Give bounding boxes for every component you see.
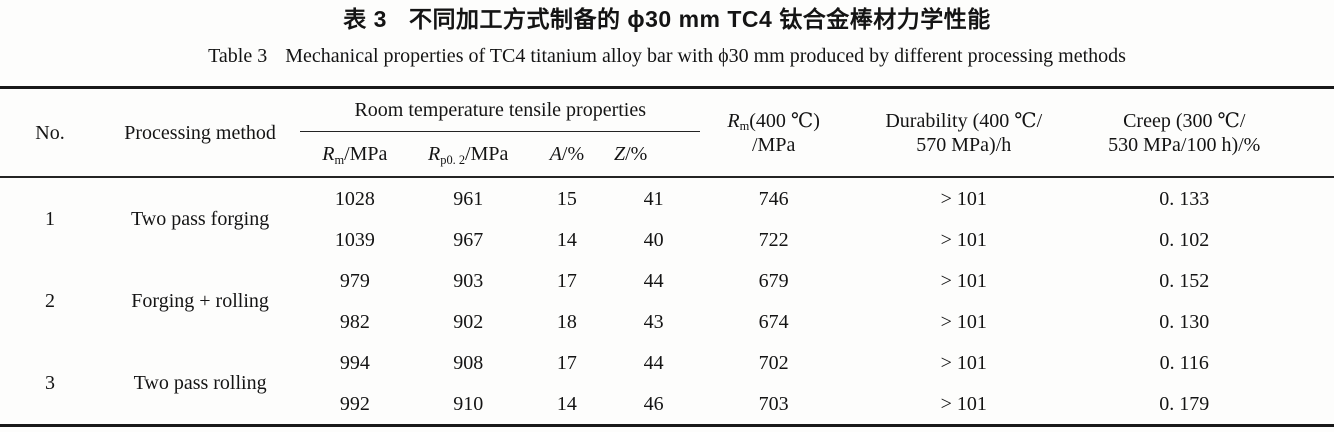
table-row: 992 910 14 46 703 > 101 0. 179 bbox=[0, 383, 1334, 426]
durability-line1: Durability (400 ℃/ bbox=[885, 109, 1043, 132]
table-number-zh: 表 3 bbox=[343, 6, 387, 32]
cell-creep: 0. 102 bbox=[1159, 228, 1210, 251]
rm-subscript: m bbox=[334, 152, 345, 167]
cell-rp02: 910 bbox=[453, 392, 484, 415]
z-unit: /% bbox=[625, 143, 648, 165]
cell-rm: 979 bbox=[339, 269, 370, 292]
cell-rm: 982 bbox=[339, 310, 370, 333]
cell-durability: > 101 bbox=[940, 269, 987, 292]
cell-z: 44 bbox=[643, 269, 664, 292]
table-title-zh: 表 3 不同加工方式制备的 ϕ30 mm TC4 钛合金棒材力学性能 bbox=[0, 4, 1334, 34]
col-header-processing-method: Processing method bbox=[100, 87, 301, 178]
cell-rm400: 746 bbox=[758, 187, 789, 210]
cell-durability: > 101 bbox=[940, 310, 987, 333]
table-title-zh-text: 不同加工方式制备的 ϕ30 mm TC4 钛合金棒材力学性能 bbox=[408, 6, 991, 32]
cell-rm400: 702 bbox=[758, 351, 789, 374]
cell-rp02: 961 bbox=[453, 187, 484, 210]
cell-rm: 1028 bbox=[334, 187, 375, 210]
cell-z: 40 bbox=[643, 228, 664, 251]
a-symbol: A bbox=[549, 143, 562, 165]
cell-z: 41 bbox=[643, 187, 664, 210]
cell-durability: > 101 bbox=[940, 351, 987, 374]
rp02-subscript: p0. 2 bbox=[440, 152, 466, 167]
rm-symbol: R bbox=[322, 143, 335, 165]
rp02-symbol: R bbox=[428, 143, 441, 165]
cell-rm400: 703 bbox=[758, 392, 789, 415]
col-header-no: No. bbox=[0, 87, 101, 178]
cell-durability: > 101 bbox=[940, 228, 987, 251]
cell-processing-method: Two pass rolling bbox=[133, 372, 267, 394]
table-number-en: Table 3 bbox=[208, 45, 268, 67]
table-title-en: Table 3 Mechanical properties of TC4 tita… bbox=[0, 43, 1334, 69]
table-title-en-text: Mechanical properties of TC4 titanium al… bbox=[285, 45, 1126, 67]
cell-a: 17 bbox=[556, 269, 577, 292]
table-row: 3 Two pass rolling 994 908 17 44 702 > 1… bbox=[0, 342, 1334, 395]
col-header-rp02: Rp0. 2/MPa bbox=[409, 131, 527, 178]
cell-creep: 0. 116 bbox=[1159, 351, 1209, 374]
cell-rp02: 967 bbox=[453, 228, 484, 251]
z-symbol: Z bbox=[613, 143, 626, 165]
cell-creep: 0. 133 bbox=[1159, 187, 1210, 210]
col-header-durability: Durability (400 ℃/ 570 MPa)/h bbox=[847, 87, 1081, 178]
cell-creep: 0. 152 bbox=[1159, 269, 1210, 292]
col-header-rt-tensile-group: Room temperature tensile properties bbox=[300, 87, 701, 132]
cell-rm400: 674 bbox=[758, 310, 789, 333]
cell-rp02: 903 bbox=[453, 269, 484, 292]
rm400-unit: /MPa bbox=[752, 133, 796, 156]
rm400-subscript: m bbox=[739, 119, 750, 134]
col-header-z: Z/% bbox=[606, 131, 701, 178]
table-row: 1039 967 14 40 722 > 101 0. 102 bbox=[0, 219, 1334, 260]
table-row: 2 Forging + rolling 979 903 17 44 679 > … bbox=[0, 260, 1334, 313]
cell-no: 3 bbox=[45, 372, 56, 394]
cell-durability: > 101 bbox=[940, 187, 987, 210]
cell-rm: 992 bbox=[339, 392, 370, 415]
cell-no: 2 bbox=[45, 290, 56, 312]
cell-durability: > 101 bbox=[940, 392, 987, 415]
creep-line2: 530 MPa/100 h)/% bbox=[1108, 133, 1261, 156]
table-row: 982 902 18 43 674 > 101 0. 130 bbox=[0, 301, 1334, 342]
durability-line2: 570 MPa)/h bbox=[916, 133, 1012, 156]
cell-a: 15 bbox=[556, 187, 577, 210]
cell-processing-method: Two pass forging bbox=[130, 208, 270, 230]
rm400-condition: (400 ℃) bbox=[749, 109, 820, 132]
col-header-rm: Rm/MPa bbox=[300, 131, 410, 178]
cell-a: 14 bbox=[556, 392, 577, 415]
cell-creep: 0. 179 bbox=[1159, 392, 1210, 415]
col-header-rm-400: Rm(400 ℃) /MPa bbox=[700, 87, 848, 178]
cell-creep: 0. 130 bbox=[1159, 310, 1210, 333]
mechanical-properties-table: No. Processing method Room temperature t… bbox=[0, 86, 1334, 427]
cell-no: 1 bbox=[45, 208, 56, 230]
a-unit: /% bbox=[561, 143, 585, 165]
cell-z: 44 bbox=[643, 351, 664, 374]
cell-rp02: 908 bbox=[453, 351, 484, 374]
rm400-symbol: R bbox=[727, 109, 740, 132]
cell-a: 18 bbox=[556, 310, 577, 333]
cell-a: 17 bbox=[556, 351, 577, 374]
col-header-a: A/% bbox=[526, 131, 607, 178]
col-header-creep: Creep (300 ℃/ 530 MPa/100 h)/% bbox=[1080, 87, 1334, 178]
cell-z: 43 bbox=[643, 310, 664, 333]
cell-rm400: 679 bbox=[758, 269, 789, 292]
creep-line1: Creep (300 ℃/ bbox=[1123, 109, 1246, 132]
cell-rp02: 902 bbox=[453, 310, 484, 333]
cell-rm400: 722 bbox=[758, 228, 789, 251]
cell-rm: 1039 bbox=[334, 228, 375, 251]
cell-rm: 994 bbox=[339, 351, 370, 374]
rm-unit: /MPa bbox=[344, 143, 388, 165]
cell-a: 14 bbox=[556, 228, 577, 251]
cell-z: 46 bbox=[643, 392, 664, 415]
table-row: 1 Two pass forging 1028 961 15 41 746 > … bbox=[0, 177, 1334, 231]
cell-processing-method: Forging + rolling bbox=[131, 290, 269, 312]
rp02-unit: /MPa bbox=[465, 143, 509, 165]
